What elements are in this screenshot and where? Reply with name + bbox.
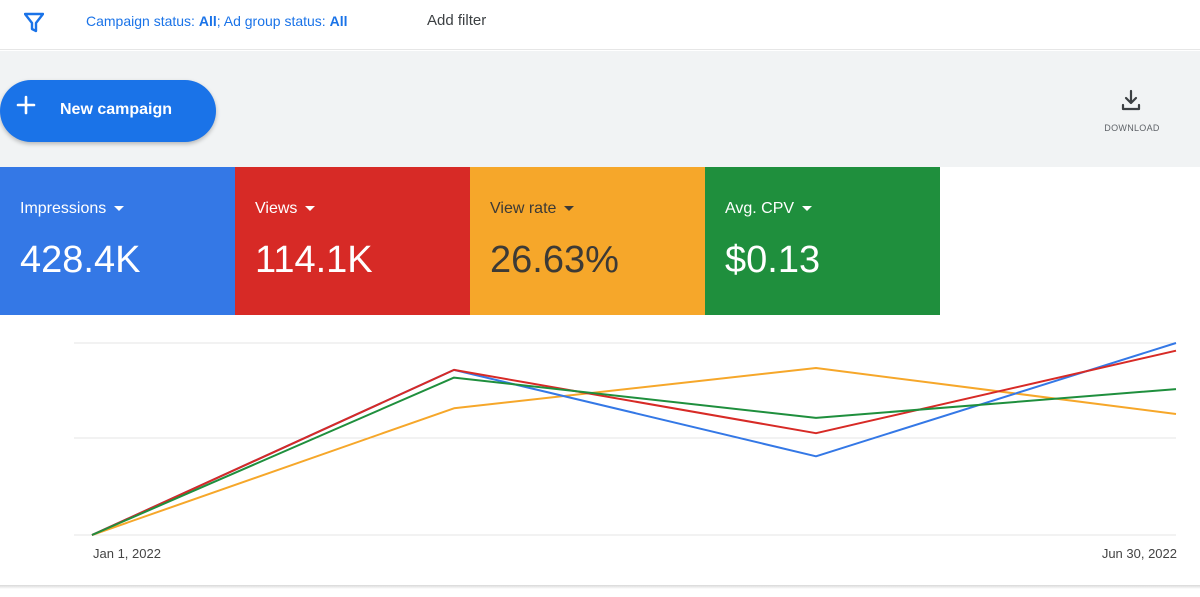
dropdown-caret-icon: [802, 206, 813, 212]
download-label: DOWNLOAD: [1104, 123, 1160, 133]
metric-card-impressions[interactable]: Impressions 428.4K: [0, 167, 235, 315]
filter-summary-link[interactable]: Campaign status: All; Ad group status: A…: [86, 13, 347, 29]
dropdown-caret-icon: [305, 206, 316, 212]
x-tick-label-end: Jun 30, 2022: [1102, 546, 1177, 561]
line-chart: Jan 1, 2022 Jun 30, 2022: [74, 342, 1177, 561]
series-line-views: [91, 349, 1177, 536]
new-campaign-label: New campaign: [60, 101, 173, 118]
plus-icon: [16, 95, 36, 115]
x-tick-label-start: Jan 1, 2022: [93, 546, 161, 561]
chart-card-shadow: [0, 585, 1200, 589]
add-filter-button[interactable]: Add filter: [427, 12, 487, 29]
metric-label-views: Views: [255, 200, 316, 218]
series-line-avg-cpv: [91, 376, 1177, 536]
filter-adgroup-status-label: ; Ad group status:: [216, 13, 330, 29]
metric-value-avg-cpv: $0.13: [725, 239, 821, 281]
new-campaign-button[interactable]: New campaign: [0, 80, 216, 142]
metric-label-impressions: Impressions: [20, 200, 125, 218]
metric-value-impressions: 428.4K: [20, 239, 141, 281]
series-line-view-rate: [91, 367, 1177, 536]
metric-label-avg-cpv: Avg. CPV: [725, 200, 813, 218]
metric-value-view-rate: 26.63%: [490, 239, 619, 281]
toolbar: New campaign DOWNLOAD: [0, 51, 1200, 167]
download-button[interactable]: DOWNLOAD: [1092, 87, 1172, 139]
filter-adgroup-status-value: All: [329, 13, 348, 29]
metric-card-avg-cpv[interactable]: Avg. CPV $0.13: [705, 167, 940, 315]
filter-campaign-status-label: Campaign status:: [86, 13, 199, 29]
dropdown-caret-icon: [564, 206, 575, 212]
performance-chart: Jan 1, 2022 Jun 30, 2022: [0, 315, 1200, 597]
download-icon: [1121, 89, 1141, 111]
metric-card-view-rate[interactable]: View rate 26.63%: [470, 167, 705, 315]
metric-value-views: 114.1K: [255, 239, 373, 281]
filter-campaign-status-value: All: [198, 13, 217, 29]
chart-series-group: [91, 342, 1177, 536]
filter-funnel-icon[interactable]: [24, 12, 44, 34]
metric-card-views[interactable]: Views 114.1K: [235, 167, 470, 315]
metric-label-view-rate: View rate: [490, 200, 575, 218]
filter-bar: Campaign status: All; Ad group status: A…: [0, 0, 1200, 50]
dropdown-caret-icon: [114, 206, 125, 212]
series-line-impressions: [91, 342, 1177, 536]
